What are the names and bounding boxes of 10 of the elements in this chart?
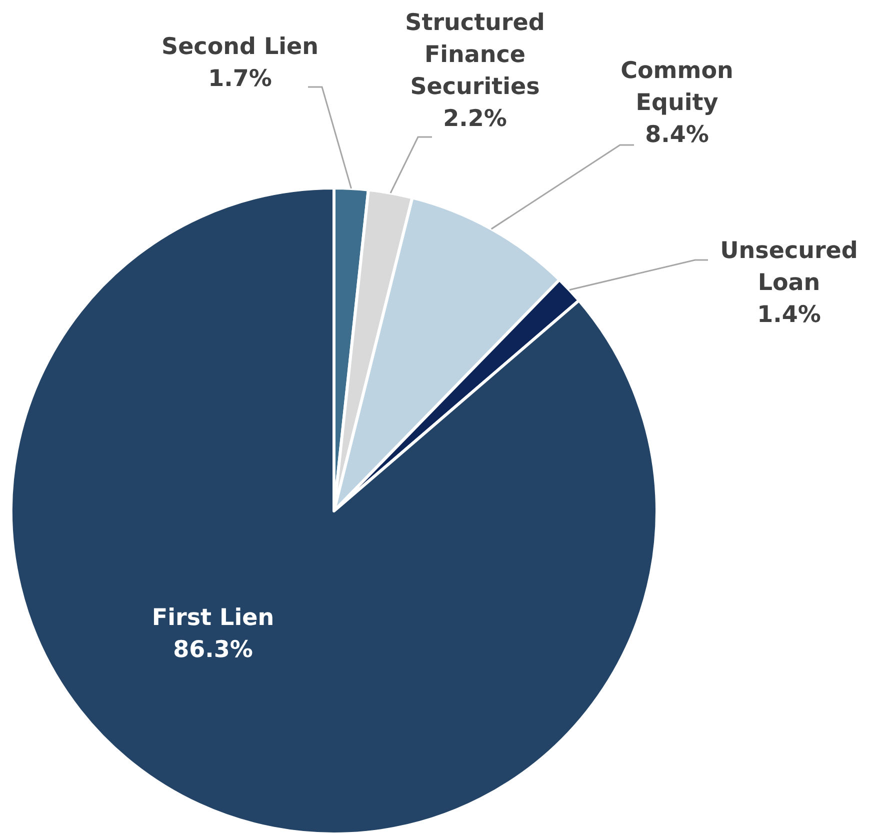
data-label: 2.2%: [443, 106, 507, 132]
slice-label: First Lien: [152, 605, 274, 631]
slice-label: Common Equity: [620, 58, 734, 116]
data-label: 1.4%: [757, 302, 821, 328]
data-label: 1.7%: [208, 66, 272, 92]
data-label: 86.3%: [173, 637, 253, 663]
slice-label: Unsecured Loan: [720, 238, 858, 296]
slice-label: Structured Finance Securities: [405, 10, 545, 100]
slice-label: Second Lien: [162, 34, 318, 60]
data-label: 8.4%: [645, 122, 709, 148]
